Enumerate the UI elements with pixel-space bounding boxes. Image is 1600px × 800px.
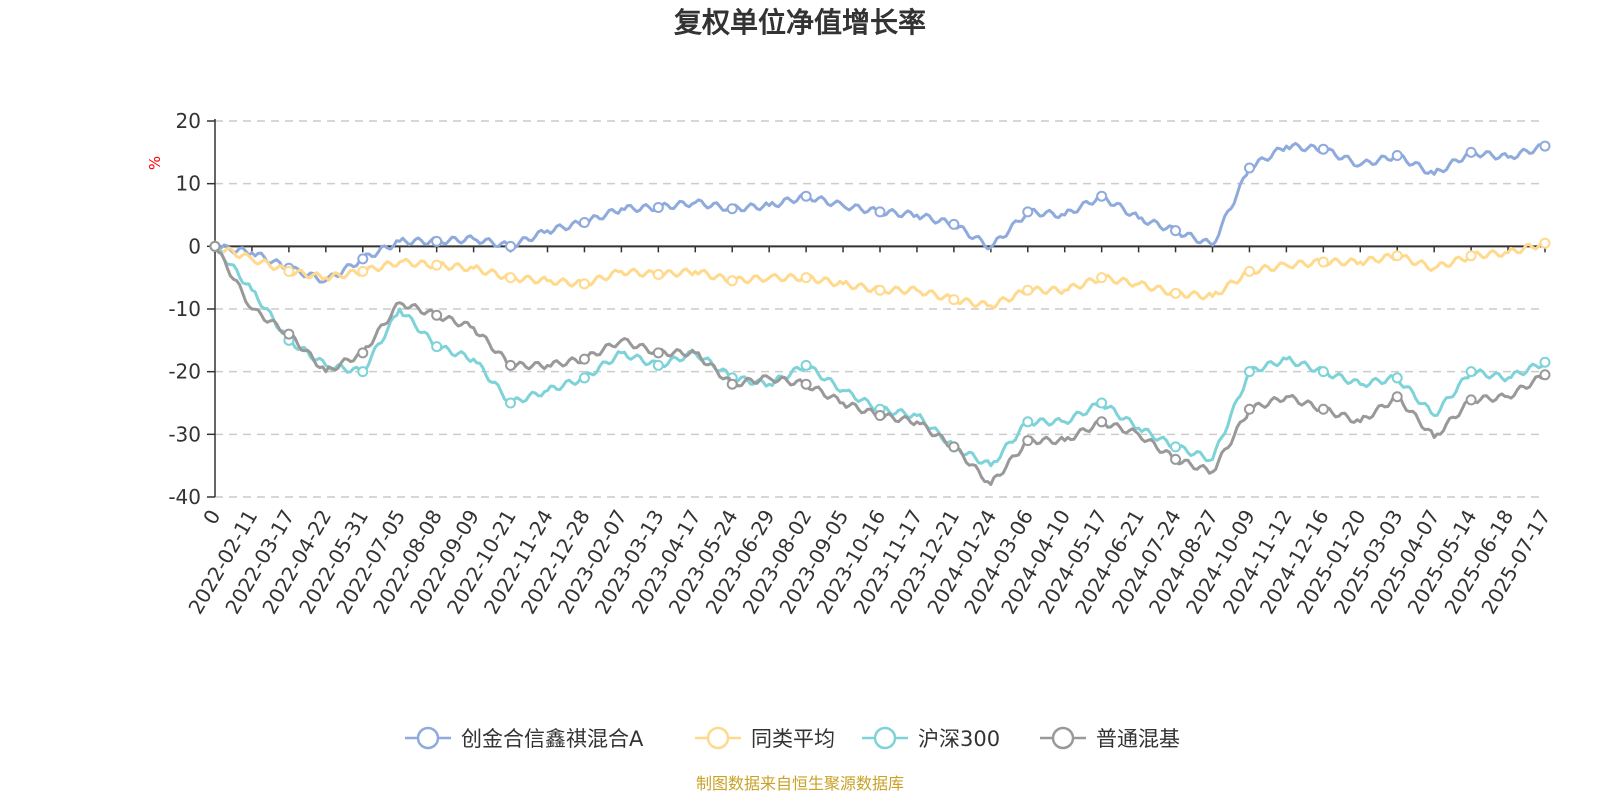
- data-point: [1465, 250, 1477, 262]
- data-point: [652, 201, 664, 213]
- series-line: [214, 244, 1547, 468]
- data-point: [948, 441, 960, 453]
- data-point: [283, 265, 295, 277]
- data-point: [431, 259, 443, 271]
- data-point: [1539, 356, 1551, 368]
- data-point: [1243, 162, 1255, 174]
- data-point: [800, 378, 812, 390]
- data-point: [726, 275, 738, 287]
- data-point: [800, 272, 812, 284]
- y-tick-label: -10: [168, 297, 201, 321]
- data-point: [800, 359, 812, 371]
- data-point: [1539, 140, 1551, 152]
- data-point: [1022, 284, 1034, 296]
- legend-marker: [1051, 726, 1075, 750]
- grid-lines: [215, 120, 1545, 498]
- data-point: [1391, 391, 1403, 403]
- data-point: [357, 347, 369, 359]
- data-point: [1317, 403, 1329, 415]
- data-point: [1022, 416, 1034, 428]
- legend-marker: [873, 726, 897, 750]
- series-line: [213, 245, 1547, 486]
- data-point: [1539, 237, 1551, 249]
- data-point: [1465, 366, 1477, 378]
- y-tick-label: 20: [176, 109, 201, 133]
- data-point: [578, 217, 590, 229]
- y-tick-label: 10: [176, 172, 201, 196]
- legend-marker: [706, 726, 730, 750]
- data-point: [357, 265, 369, 277]
- legend-label: 沪深300: [918, 727, 1000, 751]
- data-point: [874, 284, 886, 296]
- y-tick-label: 0: [188, 234, 201, 258]
- data-point: [357, 366, 369, 378]
- data-point: [1391, 372, 1403, 384]
- data-point: [1096, 416, 1108, 428]
- legend-marker: [416, 726, 440, 750]
- y-tick-label: -30: [168, 422, 201, 446]
- data-point: [283, 328, 295, 340]
- data-point: [1170, 453, 1182, 465]
- data-point: [1096, 190, 1108, 202]
- legend-label: 普通混基: [1096, 727, 1180, 751]
- data-point: [431, 309, 443, 321]
- data-point: [505, 240, 517, 252]
- data-point: [1391, 250, 1403, 262]
- data-point: [948, 218, 960, 230]
- x-tick-label: 0: [198, 506, 225, 529]
- data-point: [874, 410, 886, 422]
- y-tick-label: -40: [168, 485, 201, 509]
- y-axis-unit: %: [146, 156, 164, 170]
- data-point: [1022, 435, 1034, 447]
- data-point: [652, 269, 664, 281]
- y-tick-label: -20: [168, 360, 201, 384]
- data-point: [431, 341, 443, 353]
- data-point: [357, 253, 369, 265]
- y-tick-labels: 20 10 0 -10 -20 -30 -40: [168, 109, 201, 509]
- data-point: [1465, 394, 1477, 406]
- data-point: [1243, 366, 1255, 378]
- data-point: [1243, 403, 1255, 415]
- data-point: [505, 272, 517, 284]
- legend-label: 创金合信鑫祺混合A: [461, 727, 644, 751]
- data-point: [1170, 287, 1182, 299]
- data-point: [1317, 143, 1329, 155]
- data-point: [1022, 206, 1034, 218]
- data-point: [505, 397, 517, 409]
- source-note: 制图数据来自恒生聚源数据库: [696, 774, 904, 793]
- data-point: [948, 294, 960, 306]
- data-point: [1170, 441, 1182, 453]
- data-point: [874, 206, 886, 218]
- data-point: [726, 378, 738, 390]
- data-point: [578, 278, 590, 290]
- data-point: [578, 353, 590, 365]
- data-point: [1096, 272, 1108, 284]
- data-point: [431, 235, 443, 247]
- data-point: [1170, 225, 1182, 237]
- data-point: [726, 203, 738, 215]
- data-point: [1317, 256, 1329, 268]
- legend-label: 同类平均: [751, 727, 835, 751]
- data-point: [652, 347, 664, 359]
- data-point: [1465, 146, 1477, 158]
- data-point: [1539, 369, 1551, 381]
- data-point: [578, 372, 590, 384]
- data-point: [800, 190, 812, 202]
- chart-title: 复权单位净值增长率: [674, 6, 926, 39]
- x-tick-labels: 02022-02-112022-03-172022-04-222022-05-3…: [183, 505, 1555, 618]
- data-point: [1243, 265, 1255, 277]
- legend: 创金合信鑫祺混合A 同类平均 沪深300 普通混基: [405, 726, 1180, 751]
- data-point: [209, 240, 221, 252]
- data-point: [1096, 397, 1108, 409]
- data-point: [1317, 366, 1329, 378]
- series-lines: [209, 140, 1551, 486]
- data-point: [652, 359, 664, 371]
- data-point: [505, 359, 517, 371]
- data-point: [1391, 149, 1403, 161]
